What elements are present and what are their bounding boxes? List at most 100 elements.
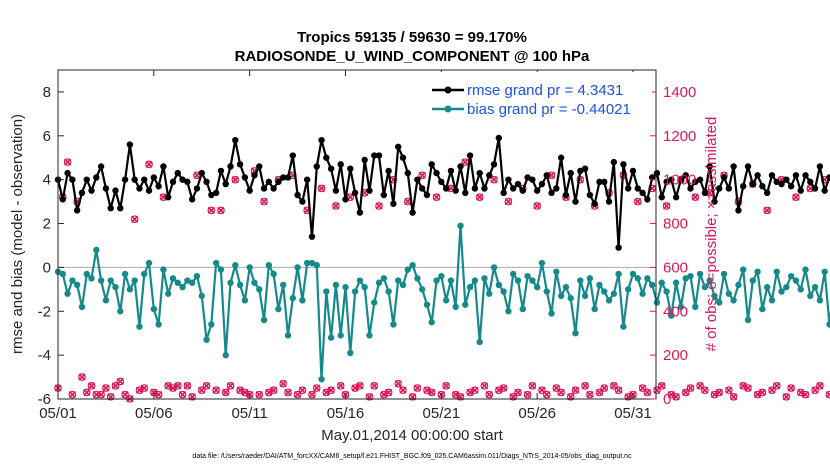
bias-point <box>184 277 191 284</box>
x-tick-label: 05/06 <box>135 405 173 422</box>
bias-point <box>428 319 435 326</box>
rmse-point <box>816 163 824 170</box>
bias-point <box>227 279 234 286</box>
rmse-point <box>351 189 359 197</box>
obs-possible-point <box>633 197 642 206</box>
rmse-point <box>557 154 565 161</box>
rmse-point <box>668 176 675 183</box>
rmse-point <box>696 176 704 183</box>
bias-point <box>294 264 301 271</box>
bias-point <box>222 351 229 359</box>
rmse-point <box>672 194 680 201</box>
bias-point <box>720 270 728 278</box>
obs-assimilated-point <box>265 388 273 396</box>
obs-assimilated-point <box>356 382 364 390</box>
bias-point <box>385 288 392 295</box>
bias-point <box>409 262 416 269</box>
rmse-point <box>716 185 723 192</box>
bias-point <box>107 277 114 284</box>
bias-point <box>375 279 383 286</box>
obs-assimilated-point <box>490 176 498 184</box>
bias-point <box>725 290 733 297</box>
obs-possible-point <box>610 382 618 390</box>
rmse-point <box>519 187 526 194</box>
rmse-point <box>792 172 800 179</box>
obs-assimilated-point <box>226 382 235 390</box>
obs-possible-point <box>312 384 321 392</box>
obs-possible-point <box>686 384 695 392</box>
x-axis-label: May.01,2014 00:00:00 start <box>321 427 503 444</box>
rmse-point <box>236 161 244 168</box>
x-tick-label: 05/26 <box>518 405 556 422</box>
rmse-point <box>548 189 555 197</box>
rmse-point <box>174 169 181 177</box>
bias-point <box>232 262 239 269</box>
rmse-point <box>356 209 364 216</box>
y-tick-label-left: 6 <box>43 128 51 145</box>
obs-possible-point <box>442 382 450 390</box>
obs-assimilated-point <box>744 384 752 392</box>
bias-point <box>749 277 756 284</box>
rmse-point <box>591 200 598 207</box>
obs-assimilated-point <box>159 193 167 201</box>
obs-assimilated-point <box>471 386 479 394</box>
obs-assimilated-point <box>370 382 378 390</box>
rmse-point <box>807 178 814 186</box>
bias-point <box>754 268 761 275</box>
rmse-point <box>203 178 210 186</box>
obs-assimilated-point <box>150 388 158 396</box>
bias-point <box>668 312 675 319</box>
obs-assimilated-point <box>706 189 714 197</box>
bias-point <box>131 277 138 284</box>
y-tick-label-left: 2 <box>43 216 51 233</box>
obs-assimilated-point <box>504 198 512 206</box>
rmse-point <box>658 194 665 201</box>
bias-point <box>299 297 306 304</box>
obs-possible-point <box>394 379 403 388</box>
rmse-point <box>418 185 426 192</box>
obs-possible-point <box>643 388 652 397</box>
obs-assimilated-point <box>97 391 105 399</box>
bias-point <box>792 277 800 284</box>
bias-point <box>778 288 785 295</box>
obs-assimilated-point <box>317 184 326 193</box>
rmse-point <box>318 136 325 144</box>
bias-point <box>59 270 66 278</box>
bias-point <box>303 259 311 267</box>
obs-possible-point <box>298 386 307 395</box>
rmse-point <box>490 161 498 168</box>
obs-assimilated-point <box>634 198 642 206</box>
rmse-point <box>313 163 320 170</box>
obs-assimilated-point <box>480 382 489 390</box>
bias-point <box>773 268 780 275</box>
obs-possible-point <box>533 202 541 210</box>
rmse-point <box>763 189 771 197</box>
obs-assimilated-point <box>500 384 508 392</box>
obs-possible-point <box>130 215 139 223</box>
obs-assimilated-point <box>164 382 172 390</box>
obs-possible-point <box>87 382 96 390</box>
obs-possible-point <box>475 193 484 202</box>
bias-point <box>423 301 431 308</box>
bias-point <box>610 290 618 297</box>
obs-assimilated-point <box>202 382 211 390</box>
rmse-point <box>754 172 761 179</box>
obs-possible-point <box>638 384 647 392</box>
obs-possible-point <box>571 386 580 395</box>
obs-assimilated-point <box>658 382 666 390</box>
obs-assimilated-point <box>212 386 220 394</box>
rmse-point <box>270 185 277 192</box>
bias-point <box>395 277 402 284</box>
rmse-point <box>514 180 522 188</box>
bias-point <box>457 222 464 229</box>
rmse-point <box>112 187 119 194</box>
rmse-point <box>275 178 282 186</box>
bias-point <box>289 294 296 302</box>
x-tick-label: 05/21 <box>423 405 461 422</box>
legend-rmse-text: rmse grand pr = 4.3431 <box>467 82 623 99</box>
obs-assimilated-point <box>332 202 340 210</box>
bias-point <box>514 277 522 284</box>
bias-point <box>653 299 661 306</box>
obs-assimilated-point <box>452 391 460 399</box>
bias-point <box>505 308 512 315</box>
